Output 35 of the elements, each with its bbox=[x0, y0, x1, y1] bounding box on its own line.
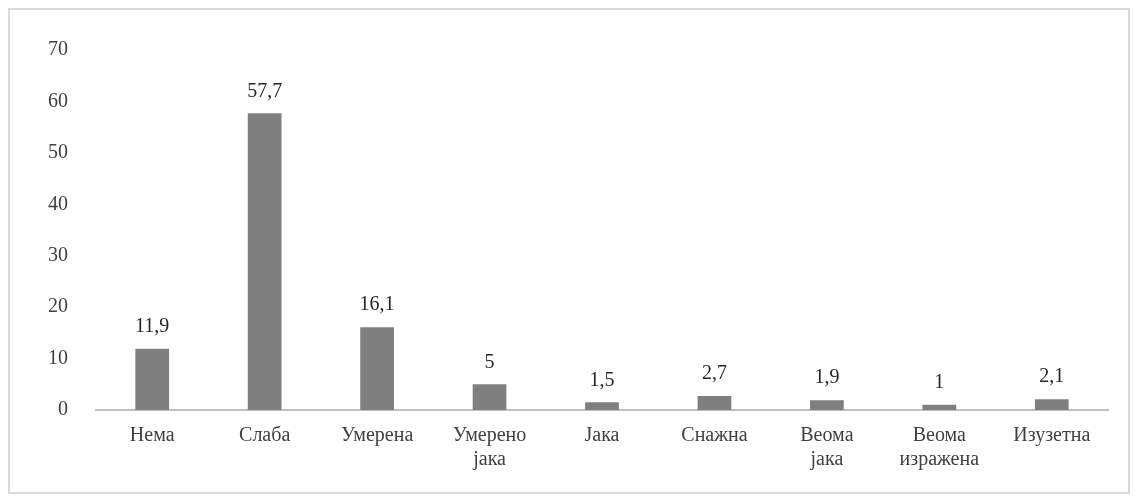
y-tick-label: 70 bbox=[48, 37, 68, 60]
y-tick-label: 30 bbox=[48, 242, 68, 265]
y-tick-label: 20 bbox=[48, 294, 68, 317]
bar bbox=[810, 400, 844, 410]
bar bbox=[360, 327, 394, 410]
x-tick-label: Јака bbox=[584, 423, 620, 446]
x-tick-label: Умерена bbox=[340, 423, 414, 447]
bar bbox=[1034, 399, 1069, 410]
data-label: 57,7 bbox=[247, 78, 283, 101]
y-tick-label: 40 bbox=[48, 191, 68, 214]
data-label: 1,5 bbox=[589, 367, 615, 390]
bar bbox=[247, 113, 282, 410]
y-tick-label: 50 bbox=[48, 140, 68, 163]
y-tick-label: 60 bbox=[48, 88, 68, 111]
data-label: 1,9 bbox=[814, 365, 840, 388]
data-label: 2,1 bbox=[1039, 364, 1065, 387]
bar bbox=[472, 384, 507, 410]
data-label: 5 bbox=[484, 349, 495, 372]
x-tick-label: Умерено јака bbox=[452, 423, 527, 471]
x-tick-label: Слаба bbox=[239, 423, 291, 446]
data-label: 16,1 bbox=[359, 292, 395, 315]
x-tick-label: Снажна bbox=[681, 423, 748, 446]
y-tick-label: 0 bbox=[58, 397, 68, 420]
x-tick-label: Веома изражена bbox=[899, 423, 980, 471]
x-tick-label: Изузетна bbox=[1013, 423, 1091, 447]
x-tick-label: Веома јака bbox=[800, 423, 854, 471]
bar bbox=[922, 404, 957, 410]
bar bbox=[585, 402, 619, 410]
y-tick-label: 10 bbox=[48, 345, 68, 368]
bar bbox=[697, 396, 732, 410]
data-label: 2,7 bbox=[701, 361, 727, 384]
data-label: 11,9 bbox=[135, 314, 170, 337]
bar bbox=[135, 348, 170, 410]
data-label: 1 bbox=[934, 370, 945, 393]
x-tick-label: Нема bbox=[129, 423, 175, 446]
